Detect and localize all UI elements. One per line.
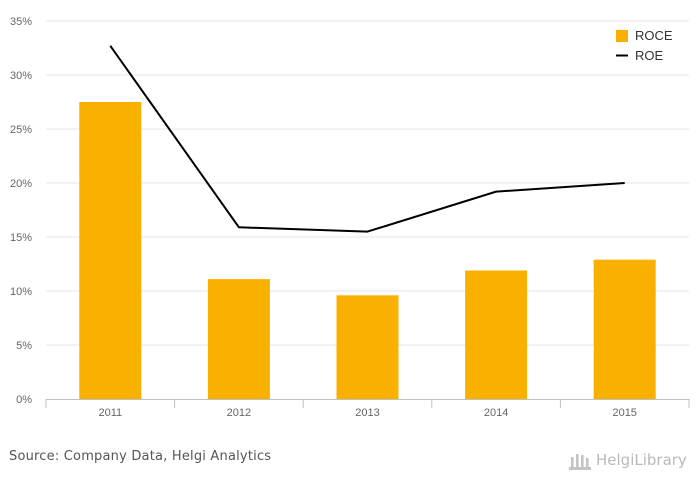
roce-bar (465, 270, 528, 399)
roce-bar (207, 279, 270, 399)
y-tick-label: 10% (10, 286, 32, 298)
x-tick-label: 2012 (227, 407, 251, 419)
y-tick-label: 0% (16, 394, 32, 406)
roe-line (109, 45, 625, 233)
x-axis: 2011 2012 2013 2014 2015 (45, 399, 690, 419)
y-tick-label: 15% (10, 232, 32, 244)
legend-swatch-roce (616, 30, 628, 42)
source-note: Source: Company Data, Helgi Analytics (9, 449, 272, 464)
brand-name: HelgiLibrary (596, 451, 687, 469)
y-tick-label: 25% (10, 124, 32, 136)
x-tick-label: 2015 (612, 407, 636, 419)
y-tick-label: 5% (16, 340, 32, 352)
roce-bar (593, 259, 656, 399)
y-axis-tick-labels: 0% 5% 10% 15% 20% 25% 30% 35% (10, 16, 32, 406)
y-tick-label: 35% (10, 16, 32, 28)
roce-bars (79, 102, 656, 399)
roce-bar (336, 295, 399, 399)
library-building-icon (569, 454, 591, 470)
x-tick-label: 2014 (484, 407, 508, 419)
roe-line-series (109, 45, 625, 233)
legend: ROCE ROE (616, 28, 673, 63)
legend-label-roce: ROCE (635, 28, 673, 43)
legend-label-roe: ROE (635, 48, 664, 63)
brand-logo: HelgiLibrary (568, 447, 687, 473)
roce-bar (79, 102, 142, 399)
gridlines (46, 20, 689, 346)
x-tick-label: 2011 (98, 407, 122, 419)
y-tick-label: 20% (10, 178, 32, 190)
y-tick-label: 30% (10, 70, 32, 82)
x-tick-label: 2013 (355, 407, 379, 419)
